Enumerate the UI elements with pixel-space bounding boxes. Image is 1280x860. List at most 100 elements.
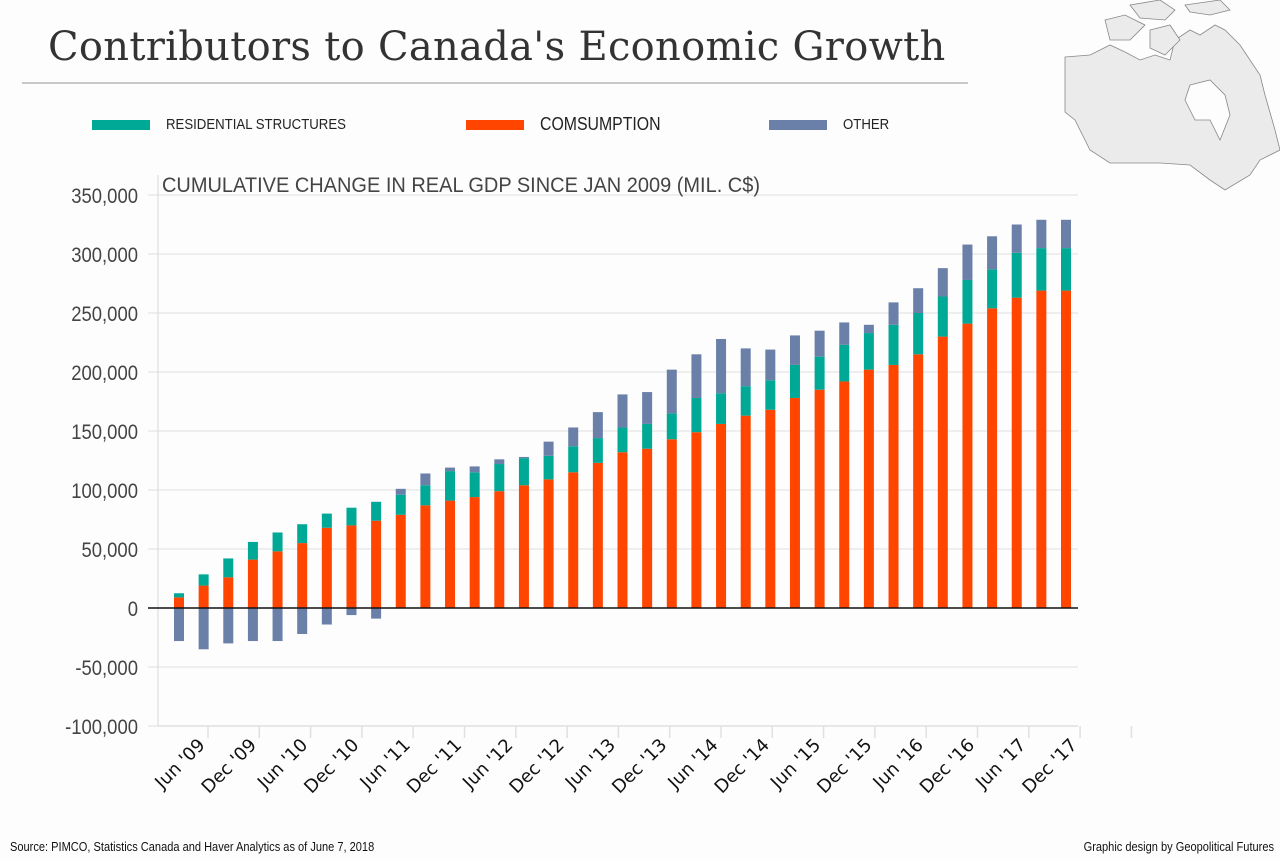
bar-residential <box>174 593 184 598</box>
x-tick-label: Dec '17 <box>1018 735 1081 798</box>
y-tick-label: -50,000 <box>75 657 138 680</box>
bar-group <box>174 593 184 642</box>
bar-consumption <box>469 497 480 608</box>
bar-consumption <box>543 479 554 608</box>
bar-residential <box>543 455 554 480</box>
canada-map-icon <box>1064 0 1280 191</box>
bar-consumption <box>518 485 529 608</box>
bar-group <box>962 244 973 608</box>
x-tick-label: Dec '13 <box>608 735 671 798</box>
bar-group <box>247 541 258 642</box>
bar-residential <box>888 324 899 365</box>
bar-residential <box>740 386 751 416</box>
bar-group <box>494 459 505 608</box>
y-tick-label: 50,000 <box>82 539 138 562</box>
bar-other <box>518 456 529 459</box>
bar-consumption <box>1061 290 1071 608</box>
bar-group <box>617 394 628 608</box>
bar-group <box>1061 219 1071 608</box>
legend-swatch-other <box>769 119 827 130</box>
bar-residential <box>395 494 406 515</box>
bar-other <box>937 268 948 297</box>
bar-consumption <box>765 409 776 608</box>
bar-consumption <box>198 585 209 608</box>
bar-consumption <box>937 336 948 608</box>
source-note: Source: PIMCO, Statistics Canada and Hav… <box>10 839 375 854</box>
bar-consumption <box>814 389 825 608</box>
bar-other <box>740 348 751 387</box>
bar-other <box>223 608 234 644</box>
bar-group <box>223 558 234 644</box>
bar-consumption <box>1036 290 1047 608</box>
bar-residential <box>592 438 603 463</box>
bar-consumption <box>839 381 850 608</box>
x-tick-label: Dec '14 <box>711 735 774 798</box>
y-tick-label: 300,000 <box>71 244 138 267</box>
bar-group <box>592 412 603 608</box>
bar-other <box>691 354 702 398</box>
bar-group <box>716 338 727 608</box>
bar-group <box>987 236 998 608</box>
bar-consumption <box>617 452 628 608</box>
bar-consumption <box>395 514 406 608</box>
bar-other <box>666 369 677 414</box>
bar-other <box>765 349 776 381</box>
bar-other <box>247 608 258 642</box>
x-tick-label: Dec '15 <box>813 735 876 798</box>
bar-residential <box>1036 248 1047 291</box>
bar-consumption <box>494 491 505 608</box>
bar-other <box>174 608 184 642</box>
bar-residential <box>1011 252 1022 298</box>
bar-group <box>888 302 899 608</box>
bar-residential <box>937 296 948 337</box>
bar-consumption <box>297 543 308 608</box>
bar-group <box>469 466 480 608</box>
bar-consumption <box>371 520 382 608</box>
y-tick-label: 200,000 <box>71 362 138 385</box>
bar-consumption <box>888 364 899 608</box>
bar-consumption <box>445 500 456 608</box>
bar-other <box>642 392 653 424</box>
bar-residential <box>518 458 529 486</box>
y-tick-label: 350,000 <box>71 185 138 208</box>
bar-group <box>420 473 431 608</box>
bar-consumption <box>962 323 973 608</box>
bar-other <box>198 608 209 650</box>
legend-item-residential: RESIDENTIAL STRUCTURES <box>92 116 370 133</box>
bar-consumption <box>691 432 702 608</box>
bar-residential <box>445 471 456 501</box>
bar-group <box>346 507 357 616</box>
bar-consumption <box>987 308 998 608</box>
x-tick-label: Dec '09 <box>198 735 261 798</box>
bar-group <box>543 441 554 608</box>
bar-other <box>863 324 874 334</box>
bar-other <box>987 236 998 270</box>
legend-item-other: OTHER <box>769 116 896 133</box>
bar-group <box>814 330 825 608</box>
bar-consumption <box>863 369 874 608</box>
y-tick-label: -100,000 <box>65 716 138 739</box>
page-title: Contributors to Canada's Economic Growth <box>48 24 946 70</box>
bar-residential <box>814 356 825 390</box>
x-tick-label: Dec '12 <box>505 735 568 798</box>
legend-label-residential: RESIDENTIAL STRUCTURES <box>166 116 346 133</box>
y-tick-label: 100,000 <box>71 480 138 503</box>
bar-other <box>814 330 825 357</box>
bar-group <box>297 524 308 634</box>
x-tick-label: Dec '16 <box>916 735 979 798</box>
bar-residential <box>1061 248 1071 291</box>
bar-group <box>272 532 283 642</box>
legend-swatch-residential <box>92 119 150 130</box>
bar-residential <box>247 541 258 560</box>
bar-residential <box>297 524 308 544</box>
bar-residential <box>642 423 653 449</box>
bar-other <box>1061 219 1071 249</box>
bar-consumption <box>174 597 184 608</box>
bar-other <box>420 473 431 486</box>
legend-label-consumption: COMSUMPTION <box>540 114 661 134</box>
x-tick-label: Dec '10 <box>300 735 363 798</box>
bar-residential <box>371 501 382 521</box>
bar-group <box>691 354 702 608</box>
bar-consumption <box>1011 297 1022 608</box>
